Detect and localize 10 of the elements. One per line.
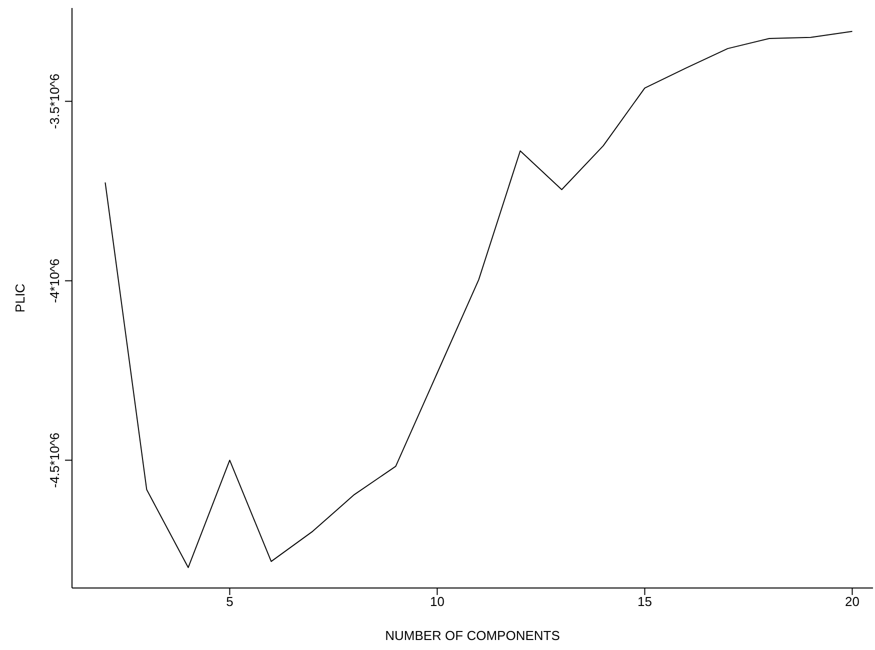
line-series <box>104 30 853 568</box>
x-tick-label: 5 <box>226 594 234 610</box>
y-axis-title: PLIC <box>12 284 28 312</box>
x-axis-title: NUMBER OF COMPONENTS <box>385 628 560 643</box>
x-tick-label: 15 <box>638 594 652 610</box>
x-tick-label: 20 <box>845 594 860 610</box>
x-tick-label: 10 <box>430 594 444 610</box>
y-tick-label: -3.5*10^6 <box>47 74 62 129</box>
y-tick-label: -4*10^6 <box>47 258 62 303</box>
y-tick-label: -4.5*10^6 <box>47 432 62 488</box>
